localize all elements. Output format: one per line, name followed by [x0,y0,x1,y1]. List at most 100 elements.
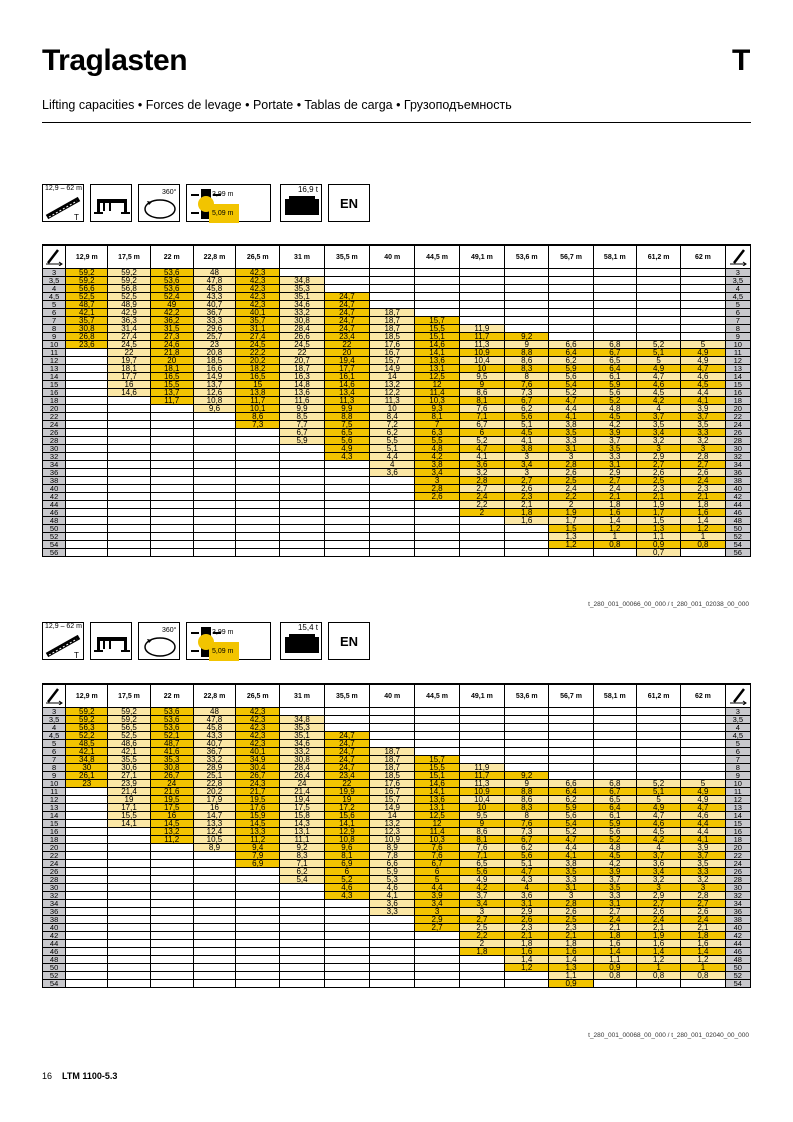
empty-cell [414,308,460,317]
table-row: 3,5 59,2 59,2 53,6 47,8 42,3 34,8 3,5 [41,715,752,724]
empty-cell [592,300,637,309]
capacity-cell: 5 [635,795,682,804]
empty-cell [635,723,682,732]
capacity-cell: 8,1 [414,412,460,421]
radius-label: 10 [41,340,67,349]
capacity-cell: 24,7 [323,316,371,325]
capacity-cell: 2,8 [548,460,594,469]
empty-cell [192,524,237,533]
capacity-cell: 33,2 [192,755,237,764]
capacity-cell: 2,6 [504,484,550,493]
radius-label: 5 [41,739,67,748]
capacity-cell: 1,8 [680,500,726,509]
capacity-cell: 9,5 [458,372,506,381]
capacity-cell: 9,5 [458,811,506,820]
capacity-cell: 3,4 [414,468,460,477]
radius-label: 22 [724,851,752,860]
empty-cell [369,947,416,956]
capacity-cell: 4,5 [592,412,637,421]
capacity-cell: 4,4 [680,819,726,828]
capacity-cell: 1,4 [548,955,594,964]
capacity-cell: 26,7 [235,771,281,780]
radius-label: 36 [724,468,752,477]
empty-cell [548,707,594,716]
radius-label: 48 [724,955,752,964]
capacity-cell: 16,6 [192,364,237,373]
capacity-cell: 52,5 [65,292,109,301]
empty-cell [592,316,637,325]
capacity-cell: 5,9 [369,867,416,876]
capacity-cell: 42,3 [235,276,281,285]
radius-label: 46 [724,947,752,956]
empty-cell [504,739,550,748]
capacity-cell: 42,3 [235,731,281,740]
capacity-cell: 52,2 [65,731,109,740]
capacity-cell: 0,8 [635,971,682,980]
radius-label: 30 [41,444,67,453]
empty-cell [458,276,506,285]
radius-label: 38 [724,915,752,924]
capacity-cell: 15,1 [414,771,460,780]
radius-label: 22 [724,412,752,421]
section-letter: T [732,44,751,77]
empty-cell [323,484,371,493]
empty-cell [680,707,726,716]
capacity-cell: 2,1 [592,492,637,501]
empty-cell [548,308,594,317]
empty-cell [65,500,109,509]
empty-cell [149,420,194,429]
empty-cell [323,707,371,716]
capacity-cell: 2,1 [635,492,682,501]
capacity-cell: 36,7 [192,308,237,317]
capacity-cell: 30,6 [107,763,151,772]
capacity-cell: 13,6 [414,795,460,804]
capacity-cell: 6,6 [548,779,594,788]
radius-label: 56 [724,548,752,557]
capacity-cell: 16 [192,803,237,812]
table-row: 6 42,1 42,1 41,6 36,7 40,1 33,2 24,7 18,7 6 [41,747,752,756]
empty-cell [680,300,726,309]
radius-label: 11 [41,787,67,796]
empty-cell [65,915,109,924]
table-row: 12 19 19,5 17,9 19,5 19,4 19 15,7 13,6 10,4 8,6 6,2… [41,795,752,804]
slewing-icon: 360° [138,184,180,222]
capacity-cell: 4,3 [504,875,550,884]
radius-label: 28 [724,875,752,884]
empty-cell [107,452,151,461]
capacity-cell: 4,5 [635,388,682,397]
empty-cell [65,396,109,405]
empty-cell [107,548,151,557]
empty-cell [149,412,194,421]
radius-label: 22 [41,412,67,421]
empty-cell [279,979,325,988]
empty-cell [414,723,460,732]
table-row: 24 7,3 7,7 7,5 7,2 7 6,7 5,1 3,8 4,2 3,5 3,5 24 [41,420,752,429]
empty-cell [458,268,506,277]
capacity-cell: 16,5 [149,372,194,381]
capacity-cell: 5,2 [592,396,637,405]
capacity-cell: 2,6 [635,468,682,477]
capacity-cell: 13,3 [192,819,237,828]
empty-cell [149,963,194,972]
empty-cell [107,420,151,429]
capacity-cell: 7,1 [458,412,506,421]
capacity-cell: 3 [504,452,550,461]
table-row: 28 5,4 5,2 5,3 5 4,9 4,3 3,3 3,7 3,2 3,2 28 [41,875,752,884]
empty-cell [323,492,371,501]
table-row: 14 15,5 16 14,7 15,9 15,8 15,6 14 12,5 9,5 8 5,6 6,1… [41,811,752,820]
capacity-cell: 20,2 [192,787,237,796]
empty-cell [65,867,109,876]
radius-label: 26 [41,867,67,876]
empty-cell [192,460,237,469]
empty-cell [65,883,109,892]
capacity-cell: 2,9 [414,915,460,924]
capacity-cell: 4,7 [548,396,594,405]
radius-label: 42 [41,492,67,501]
capacity-cell: 4,7 [635,372,682,381]
capacity-cell: 2,9 [592,468,637,477]
empty-cell [680,747,726,756]
capacity-cell: 1 [592,532,637,541]
capacity-cell: 2,2 [458,500,506,509]
capacity-cell: 49 [149,300,194,309]
radius-label: 3,5 [724,715,752,724]
